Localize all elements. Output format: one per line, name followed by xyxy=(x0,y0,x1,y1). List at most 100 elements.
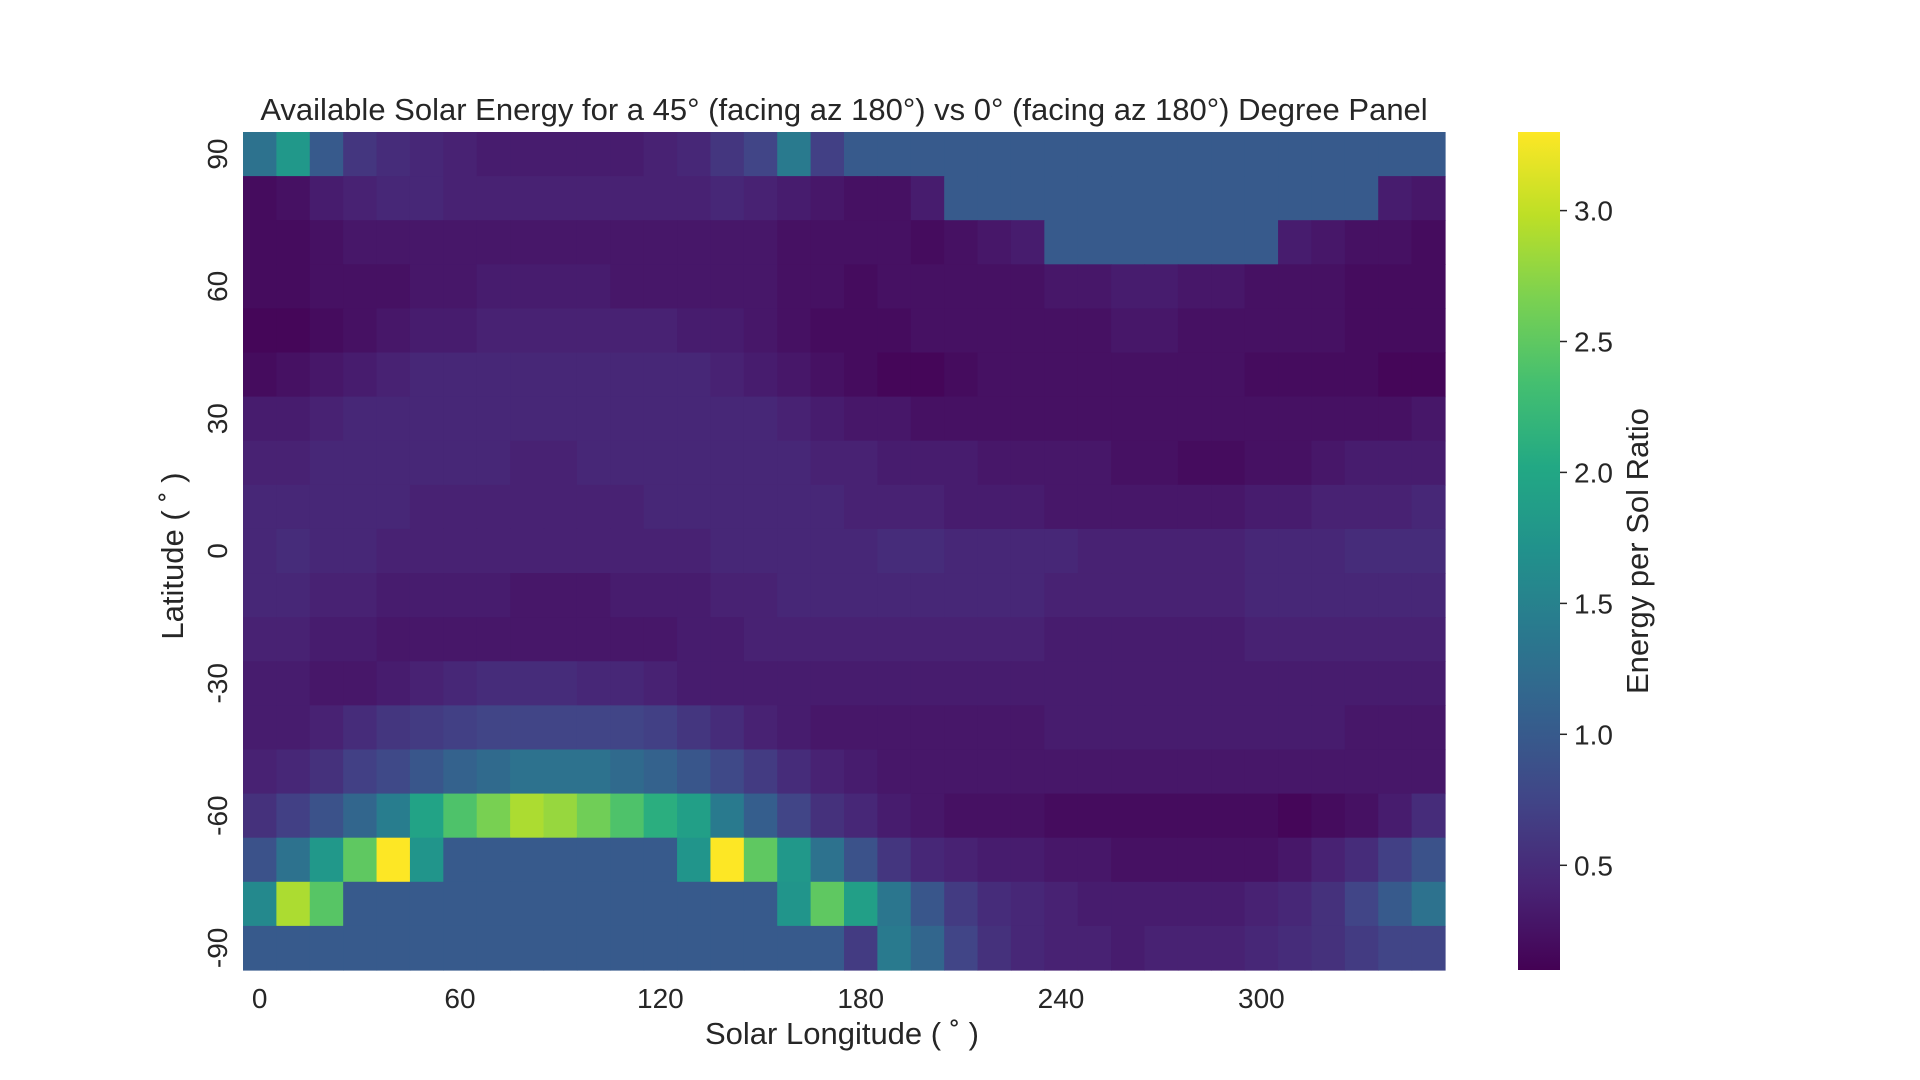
heatmap-cell xyxy=(643,573,678,618)
heatmap-cell xyxy=(343,176,378,221)
heatmap-cell xyxy=(1044,176,1079,221)
heatmap-cell xyxy=(1177,308,1212,354)
heatmap-cell xyxy=(309,176,344,221)
heatmap-cell xyxy=(610,132,645,177)
heatmap-cell xyxy=(343,352,378,398)
heatmap-cell xyxy=(777,484,812,530)
heatmap-cell xyxy=(1177,837,1212,883)
heatmap-cell xyxy=(1010,528,1045,574)
heatmap-cell xyxy=(1144,617,1179,662)
heatmap-cell xyxy=(677,264,712,310)
x-axis-label: Solar Longitude ( ˚ ) xyxy=(705,1016,979,1051)
heatmap-cell xyxy=(1010,264,1045,310)
chart-title: Available Solar Energy for a 45° (facing… xyxy=(260,92,1427,127)
x-tick-label: 120 xyxy=(637,983,684,1014)
heatmap-cell xyxy=(1211,352,1246,398)
heatmap-cell xyxy=(844,528,878,574)
heatmap-cell xyxy=(710,528,745,574)
heatmap-cell xyxy=(343,264,378,310)
heatmap-cell xyxy=(1411,352,1446,398)
heatmap-cell xyxy=(1144,352,1179,398)
heatmap-cell xyxy=(677,440,712,486)
heatmap-cell xyxy=(1244,617,1279,662)
heatmap-cell xyxy=(810,484,845,530)
heatmap-cell xyxy=(510,837,545,883)
heatmap-cell xyxy=(1211,573,1246,618)
heatmap-cell xyxy=(810,264,845,310)
heatmap-cell xyxy=(1077,617,1112,662)
heatmap-cell xyxy=(1411,308,1446,354)
heatmap-cell xyxy=(1244,220,1279,265)
heatmap-cell xyxy=(510,132,545,177)
heatmap-cell xyxy=(1278,749,1313,795)
heatmap-cell xyxy=(1378,176,1413,221)
heatmap-cell xyxy=(443,264,478,310)
heatmap-cell xyxy=(743,484,778,530)
heatmap-cell xyxy=(977,749,1012,795)
heatmap-cell xyxy=(743,925,778,971)
heatmap-cell xyxy=(1177,132,1212,177)
heatmap-cell xyxy=(643,396,678,442)
heatmap-cell xyxy=(844,661,878,706)
heatmap-cell xyxy=(844,264,878,310)
heatmap-cell xyxy=(1311,396,1346,442)
heatmap-cell xyxy=(743,308,778,354)
heatmap-cell xyxy=(1044,837,1079,883)
heatmap-cell xyxy=(1144,176,1179,221)
heatmap-cell xyxy=(877,881,912,927)
heatmap-cell xyxy=(576,573,611,618)
heatmap-cell xyxy=(944,881,979,927)
heatmap-cell xyxy=(677,661,712,706)
heatmap-cell xyxy=(877,573,912,618)
heatmap-cell xyxy=(1010,396,1045,442)
heatmap-cell xyxy=(1411,925,1446,971)
heatmap-cell xyxy=(1211,749,1246,795)
heatmap-cell xyxy=(443,528,478,574)
heatmap-cell xyxy=(610,220,645,265)
heatmap-cell xyxy=(1177,881,1212,927)
heatmap-cell xyxy=(777,264,812,310)
heatmap-cell xyxy=(576,749,611,795)
heatmap-cell xyxy=(1344,352,1379,398)
heatmap-cell xyxy=(1044,440,1079,486)
heatmap-cell xyxy=(777,573,812,618)
colorbar-tick-label: 1.0 xyxy=(1574,719,1613,750)
heatmap-cell xyxy=(476,308,511,354)
heatmap-cell xyxy=(677,925,712,971)
heatmap-cell xyxy=(1311,573,1346,618)
heatmap-cell xyxy=(1010,352,1045,398)
heatmap-cell xyxy=(1278,396,1313,442)
heatmap-cell xyxy=(810,573,845,618)
heatmap-cell xyxy=(610,925,645,971)
heatmap-cell xyxy=(844,793,878,839)
heatmap-cell xyxy=(476,617,511,662)
heatmap-cell xyxy=(1077,308,1112,354)
heatmap-cell xyxy=(877,793,912,839)
heatmap-cell xyxy=(1311,793,1346,839)
heatmap-cell xyxy=(710,617,745,662)
heatmap-cell xyxy=(1378,132,1413,177)
heatmap-cell xyxy=(1378,528,1413,574)
heatmap-cell xyxy=(276,352,311,398)
heatmap-cell xyxy=(343,837,378,883)
heatmap-cell xyxy=(443,881,478,927)
heatmap-cell xyxy=(643,220,678,265)
heatmap-cell xyxy=(576,352,611,398)
heatmap-cell xyxy=(910,132,945,177)
heatmap-cell xyxy=(1211,705,1246,751)
heatmap-cell xyxy=(543,661,578,706)
heatmap-cell xyxy=(743,881,778,927)
heatmap-cell xyxy=(844,308,878,354)
heatmap-cell xyxy=(643,528,678,574)
heatmap-cell xyxy=(276,308,311,354)
heatmap-cell xyxy=(376,484,411,530)
heatmap-cell xyxy=(1211,396,1246,442)
heatmap-cell xyxy=(1344,837,1379,883)
heatmap-cell xyxy=(543,925,578,971)
heatmap-cell xyxy=(1010,484,1045,530)
heatmap-cell xyxy=(810,925,845,971)
heatmap-cell xyxy=(1111,132,1146,177)
heatmap-cell xyxy=(243,661,277,706)
heatmap-cell xyxy=(276,793,311,839)
heatmap-cell xyxy=(810,837,845,883)
